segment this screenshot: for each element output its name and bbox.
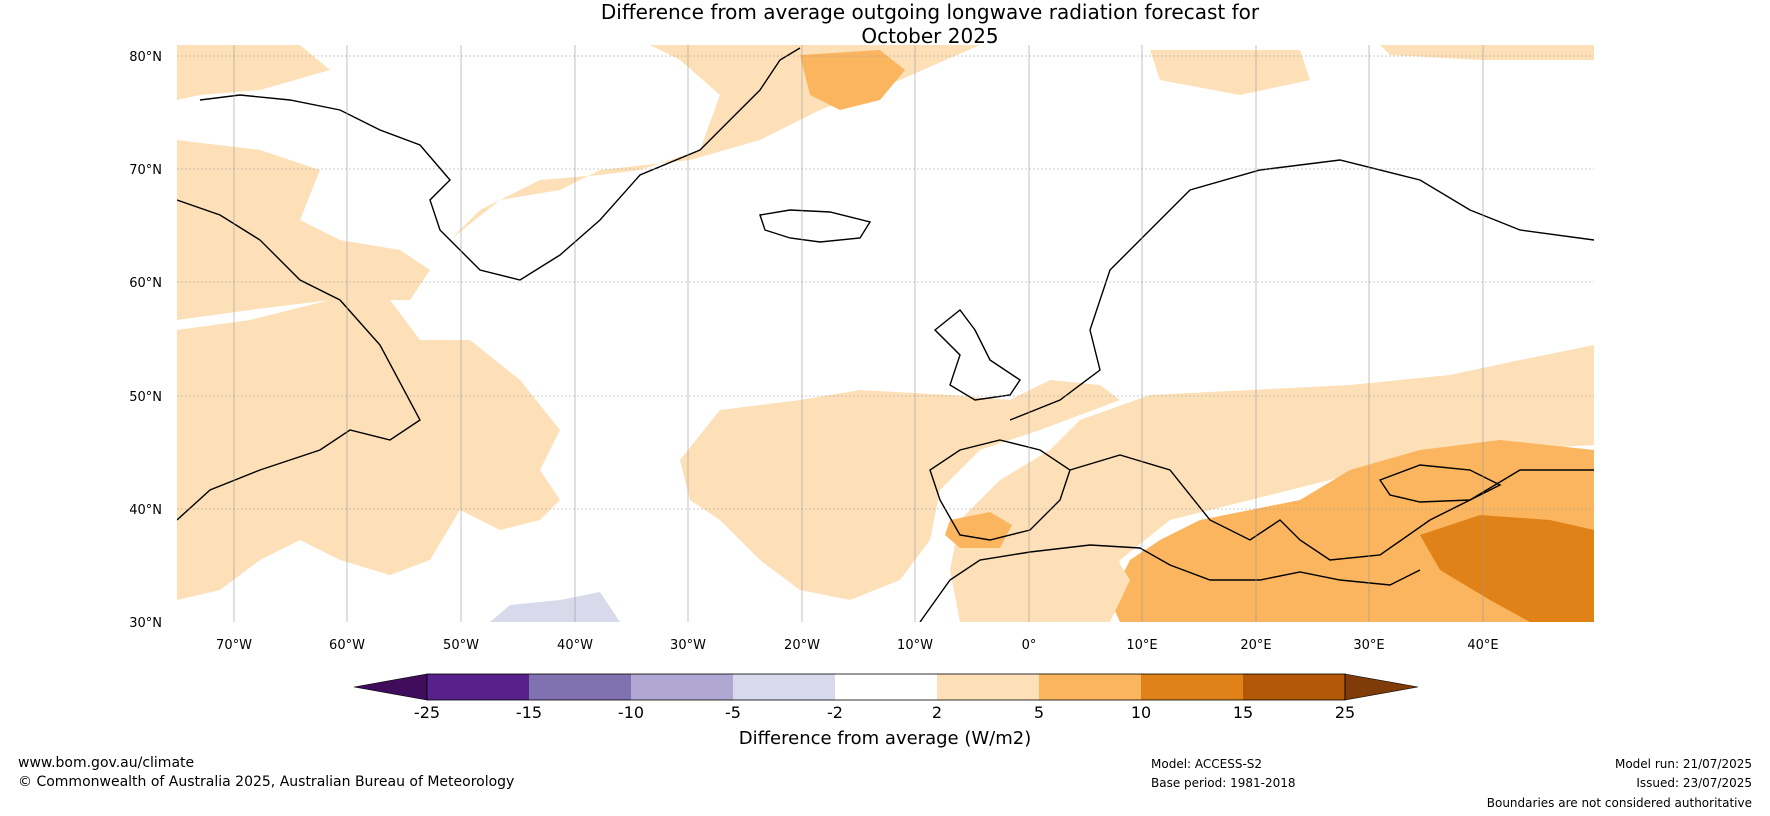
lon-label: 70°W (216, 638, 252, 653)
coastlines (177, 47, 1594, 622)
colorbar-ticks: -25 -15 -10 -5 -2 2 5 10 15 25 (414, 703, 1355, 722)
lat-label: 40°N (129, 503, 162, 518)
title-line-1: Difference from average outgoing longwav… (600, 0, 1260, 24)
lon-label: 20°W (784, 638, 820, 653)
coast-greenland (199, 47, 801, 281)
graticule (177, 45, 1594, 622)
colorbar-segment (937, 674, 1039, 700)
colorbar-tick: 25 (1335, 703, 1355, 722)
colorbar-segment (529, 674, 631, 700)
coast-labrador (177, 199, 421, 521)
colorbar-segment (733, 674, 835, 700)
map-panel: 80°N 70°N 60°N 50°N 40°N 30°N 70°W 60°W … (129, 45, 1594, 653)
shade-middle-east (1420, 515, 1594, 622)
issued-text: Issued: 23/07/2025 (1636, 776, 1752, 790)
colorbar-min-arrow (353, 673, 428, 701)
lat-label: 70°N (129, 163, 162, 178)
coast-iberia (929, 439, 1071, 541)
colorbar-max-arrow (1344, 673, 1419, 701)
colorbar-tick: -5 (725, 703, 741, 722)
colorbar-segment (835, 674, 937, 700)
title-line-2: October 2025 (861, 24, 999, 48)
colorbar-tick: 10 (1131, 703, 1151, 722)
colorbar-tick: 5 (1034, 703, 1044, 722)
lon-label: 30°W (670, 638, 706, 653)
colorbar-segment (1039, 674, 1141, 700)
shade-svalbard (1150, 50, 1310, 95)
coast-north-africa (919, 544, 1421, 622)
model-run-text: Model run: 21/07/2025 (1614, 757, 1752, 771)
lat-label: 80°N (129, 50, 162, 65)
shade-greenland-east (800, 50, 905, 110)
shade-atlantic (680, 380, 1120, 600)
lon-label: 60°W (329, 638, 365, 653)
colorbar-label: Difference from average (W/m2) (738, 728, 1032, 749)
colorbar-segment (427, 674, 529, 700)
website-link[interactable]: www.bom.gov.au/climate (18, 755, 195, 771)
colorbar-tick: 2 (932, 703, 942, 722)
colorbar-tick: -15 (516, 703, 542, 722)
colorbar-tick: -25 (414, 703, 440, 722)
shade-nw-africa-light (1000, 548, 1130, 622)
coast-british-isles (933, 309, 1021, 401)
lon-label: 20°E (1240, 638, 1271, 653)
colorbar-tick: -2 (827, 703, 843, 722)
latitude-labels: 80°N 70°N 60°N 50°N 40°N 30°N (129, 50, 162, 631)
lon-label: 10°E (1126, 638, 1157, 653)
lon-label: 40°E (1467, 638, 1498, 653)
colorbar: -25 -15 -10 -5 -2 2 5 10 15 25 (353, 673, 1419, 722)
lon-label: 10°W (897, 638, 933, 653)
colorbar-tick: 15 (1233, 703, 1253, 722)
disclaimer-text: Boundaries are not considered authoritat… (1486, 796, 1752, 810)
shade-north-america (177, 300, 560, 600)
lon-label: 50°W (443, 638, 479, 653)
map-title: Difference from average outgoing longwav… (0, 0, 1770, 48)
shade-negative-patch (490, 592, 620, 622)
shade-arctic-west (177, 45, 330, 100)
coast-europe (1009, 159, 1594, 421)
colorbar-segment (1141, 674, 1243, 700)
longitude-labels: 70°W 60°W 50°W 40°W 30°W 20°W 10°W 0° 10… (216, 638, 1499, 653)
lon-label: 0° (1022, 638, 1037, 653)
copyright-text: © Commonwealth of Australia 2025, Austra… (18, 774, 515, 790)
base-period-text: Base period: 1981-2018 (1151, 776, 1296, 790)
colorbar-segment (631, 674, 733, 700)
lon-label: 30°E (1353, 638, 1384, 653)
model-text: Model: ACCESS-S2 (1151, 757, 1263, 771)
coast-black-sea (1378, 464, 1502, 503)
anomaly-shading (177, 45, 1594, 622)
lat-label: 50°N (129, 390, 162, 405)
lon-label: 40°W (557, 638, 593, 653)
coast-iceland (759, 209, 872, 243)
lat-label: 60°N (129, 276, 162, 291)
lat-label: 30°N (129, 616, 162, 631)
shade-labrador (177, 140, 430, 320)
colorbar-tick: -10 (618, 703, 644, 722)
colorbar-segment (1243, 674, 1345, 700)
